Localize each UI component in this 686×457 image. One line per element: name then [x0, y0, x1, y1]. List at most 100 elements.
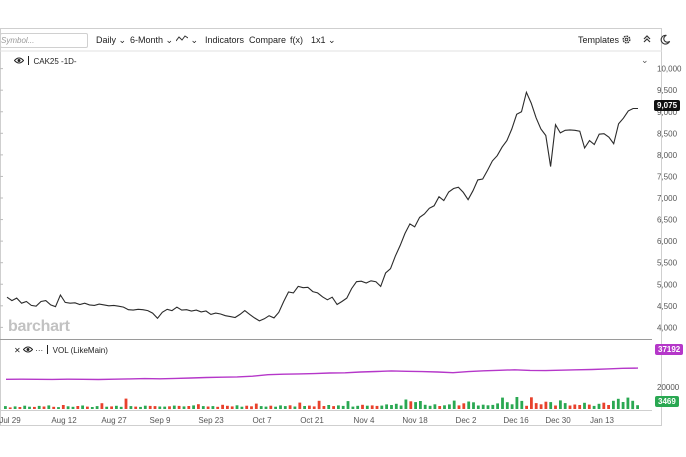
- chevron-down-icon: ⌄: [165, 35, 174, 45]
- volume-bar: [216, 406, 220, 409]
- volume-bar: [317, 400, 321, 410]
- volume-bar: [279, 405, 282, 409]
- volume-bar: [612, 400, 615, 410]
- volume-bar: [61, 405, 65, 409]
- range-label: 6-Month: [130, 35, 164, 45]
- volume-bar: [172, 405, 176, 409]
- eye-icon[interactable]: [13, 57, 25, 66]
- volume-bar: [254, 403, 258, 409]
- volume-average-line: [5, 367, 639, 381]
- volume-bar: [110, 406, 113, 409]
- volume-bar: [37, 405, 41, 409]
- volume-bar: [76, 406, 80, 409]
- volume-bar: [90, 407, 94, 409]
- volume-bar: [568, 405, 572, 409]
- volume-bar: [337, 405, 340, 409]
- volume-bar: [8, 407, 12, 409]
- volume-bar: [148, 405, 152, 409]
- time-tick-label: Aug 27: [101, 416, 127, 425]
- volume-bar: [115, 405, 118, 409]
- chart-type-dropdown[interactable]: ⌄: [175, 35, 198, 46]
- volume-bar: [139, 406, 142, 409]
- volume-bar: [341, 405, 345, 409]
- volume-bar: [370, 405, 374, 409]
- symbol-label[interactable]: CAK25 -1D-: [33, 57, 77, 66]
- volume-bar: [230, 406, 234, 409]
- volume-indicator-label[interactable]: VOL (LikeMain): [52, 346, 108, 355]
- symbol-search-input[interactable]: Symbol...: [0, 33, 88, 48]
- volume-bar: [81, 405, 84, 409]
- volume-bar: [462, 403, 466, 409]
- volume-bar: [288, 405, 292, 409]
- volume-bar: [404, 399, 408, 409]
- volume-bar: [33, 406, 36, 409]
- legend-divider: [28, 56, 30, 65]
- volume-bar: [544, 401, 548, 409]
- gear-icon[interactable]: [621, 34, 632, 48]
- volume-bar: [23, 405, 27, 409]
- volume-bar: [298, 402, 302, 409]
- volume-bar: [13, 406, 17, 409]
- volume-tick-label: 20000: [657, 383, 680, 392]
- fx-button[interactable]: f(x): [290, 35, 303, 45]
- more-options-icon[interactable]: ···: [35, 346, 44, 355]
- volume-bar: [245, 405, 249, 409]
- volume-bar: [274, 406, 277, 409]
- price-tick-label: 4,500: [657, 302, 678, 311]
- volume-bar: [356, 405, 360, 409]
- price-tick-label: 10,000: [657, 65, 682, 74]
- volume-bar: [510, 404, 514, 409]
- chevron-down-icon: ⌄: [118, 35, 127, 45]
- volume-bar: [573, 404, 577, 409]
- volume-bar: [201, 406, 205, 409]
- price-tick-label: 5,500: [657, 259, 678, 268]
- price-axis: 10,000 9,500 9,000 8,500 8,000 7,500 7,000 6,50…: [657, 65, 682, 333]
- volume-bar: [211, 406, 215, 409]
- volume-bar: [433, 404, 437, 409]
- volume-bar: [259, 406, 263, 409]
- volume-bar: [481, 404, 485, 409]
- volume-bar: [505, 402, 509, 409]
- time-tick-label: Dec 2: [456, 416, 477, 425]
- templates-button[interactable]: Templates: [578, 35, 620, 45]
- volume-bar: [240, 406, 244, 409]
- volume-bar: [158, 406, 162, 409]
- interval-label: Daily: [96, 35, 117, 45]
- volume-bar: [293, 406, 297, 409]
- volume-bar: [390, 405, 393, 409]
- indicators-button[interactable]: Indicators: [205, 35, 245, 45]
- volume-bar: [327, 405, 331, 409]
- volume-bar: [621, 402, 625, 409]
- close-icon[interactable]: ✕: [14, 346, 21, 355]
- volume-bar: [385, 404, 388, 409]
- volume-bar: [607, 405, 610, 409]
- volume-bar: [143, 405, 147, 409]
- legend-divider: [47, 345, 49, 354]
- symbol-placeholder: Symbol...: [1, 36, 35, 45]
- volume-bar: [452, 400, 456, 409]
- volume-bar: [472, 402, 475, 409]
- eye-icon[interactable]: [22, 346, 34, 355]
- time-tick-label: Oct 7: [252, 416, 272, 425]
- layout-dropdown[interactable]: 1x1 ⌄: [311, 35, 336, 46]
- time-tick-label: Nov 4: [354, 416, 375, 425]
- volume-bar: [192, 405, 195, 409]
- interval-dropdown[interactable]: Daily ⌄: [96, 35, 126, 46]
- volume-bar: [322, 406, 326, 409]
- volume-bar: [28, 406, 31, 409]
- chevron-down-icon[interactable]: ⌄: [641, 55, 649, 65]
- price-tick-label: 9,000: [657, 108, 678, 117]
- range-dropdown[interactable]: 6-Month ⌄: [130, 35, 173, 46]
- double-chevron-up-icon[interactable]: [642, 34, 652, 47]
- compare-button[interactable]: Compare: [249, 35, 287, 45]
- dark-mode-icon[interactable]: [660, 34, 671, 48]
- price-line: [6, 90, 638, 322]
- time-axis: Jul 29 Aug 12 Aug 27 Sep 9 Sep 23 Oct 7 Oct 21…: [0, 416, 615, 425]
- time-tick-label: Nov 18: [402, 416, 428, 425]
- volume-bar: [399, 405, 403, 409]
- last-volume-badge: 3469: [655, 396, 679, 407]
- volume-bar: [86, 406, 89, 409]
- volume-bar: [539, 404, 543, 409]
- volume-bar: [419, 401, 422, 409]
